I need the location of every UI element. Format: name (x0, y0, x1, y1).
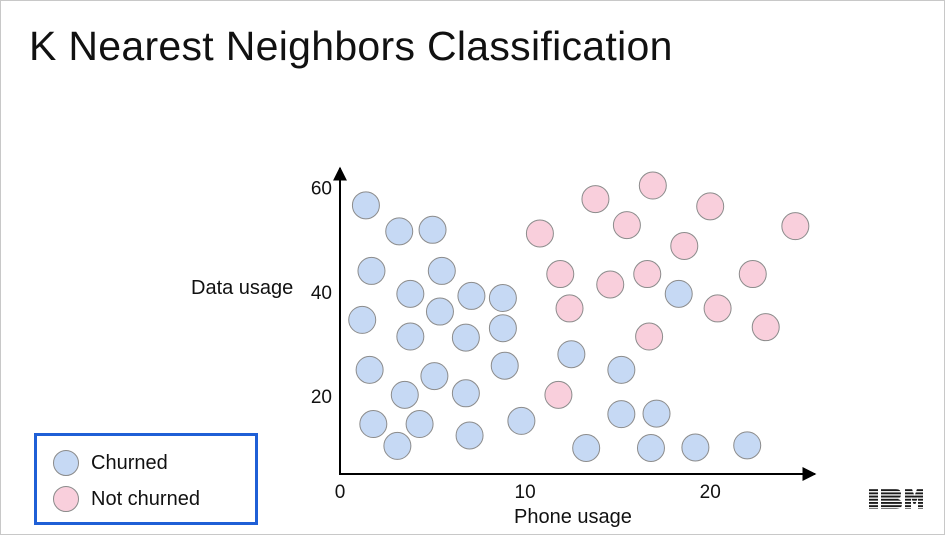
x-tick-label: 10 (515, 482, 536, 503)
point-not-churned (781, 212, 810, 241)
point-not-churned (596, 270, 625, 299)
point-churned (488, 284, 517, 313)
point-not-churned (696, 192, 725, 221)
x-tick-label: 0 (335, 482, 346, 503)
point-not-churned (703, 294, 732, 323)
points-layer (348, 171, 810, 462)
point-churned (664, 279, 693, 308)
point-churned (451, 323, 480, 352)
point-churned (348, 305, 377, 334)
x-tick-label: 20 (700, 482, 721, 503)
point-not-churned (635, 322, 664, 351)
point-churned (642, 399, 671, 428)
point-churned (396, 279, 425, 308)
point-not-churned (751, 313, 780, 342)
point-churned (607, 400, 636, 429)
legend-label-not-churned: Not churned (91, 487, 200, 510)
not-churned-swatch (53, 486, 79, 512)
point-churned (455, 421, 484, 450)
point-churned (385, 217, 414, 246)
point-not-churned (544, 380, 573, 409)
ibm-logo (869, 489, 923, 509)
page-title: K Nearest Neighbors Classification (29, 23, 673, 69)
point-not-churned (670, 231, 699, 260)
point-churned (488, 314, 517, 343)
point-not-churned (633, 260, 662, 289)
y-axis-label: Data usage (191, 277, 293, 299)
point-churned (405, 410, 434, 439)
point-churned (733, 431, 762, 460)
point-churned (636, 433, 665, 462)
point-churned (418, 215, 447, 244)
point-not-churned (738, 260, 767, 289)
point-churned (507, 406, 536, 435)
y-tick-label: 40 (311, 283, 332, 304)
point-churned (420, 362, 449, 391)
point-churned (351, 191, 380, 220)
point-churned (451, 379, 480, 408)
point-churned (427, 256, 456, 285)
point-churned (457, 281, 486, 310)
point-not-churned (612, 211, 641, 240)
point-churned (557, 340, 586, 369)
point-churned (390, 380, 419, 409)
y-tick-label: 20 (311, 387, 332, 408)
point-churned (383, 431, 412, 460)
legend-item-churned: Churned (53, 448, 168, 478)
point-not-churned (525, 219, 554, 248)
ticks-layer: 0 10 20 20 40 60 (311, 179, 721, 503)
point-not-churned (555, 294, 584, 323)
legend-label-churned: Churned (91, 451, 168, 474)
point-not-churned (546, 260, 575, 289)
y-tick-label: 60 (311, 179, 332, 200)
point-churned (357, 256, 386, 285)
point-churned (396, 322, 425, 351)
point-not-churned (581, 185, 610, 214)
point-churned (359, 410, 388, 439)
legend: Churned Not churned (34, 433, 258, 525)
point-churned (607, 355, 636, 384)
churned-swatch (53, 450, 79, 476)
point-churned (425, 297, 454, 326)
x-axis-label: Phone usage (514, 506, 632, 528)
point-churned (572, 433, 601, 462)
point-churned (355, 355, 384, 384)
legend-item-not-churned: Not churned (53, 484, 200, 514)
point-not-churned (638, 171, 667, 200)
point-churned (681, 433, 710, 462)
point-churned (490, 351, 519, 380)
